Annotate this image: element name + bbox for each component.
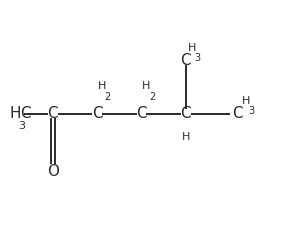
Text: C: C [181,106,191,121]
Text: C: C [232,106,243,121]
Text: H: H [142,81,151,91]
Text: 2: 2 [104,92,111,102]
Text: H: H [242,96,250,106]
Text: C: C [20,106,31,121]
Text: H: H [98,81,106,91]
Text: H: H [10,106,21,121]
Text: C: C [136,106,147,121]
Text: C: C [181,53,191,68]
Text: O: O [47,164,59,179]
Text: C: C [48,106,58,121]
Text: 3: 3 [194,53,201,63]
Text: H: H [188,43,196,53]
Text: 3: 3 [248,106,255,116]
Text: C: C [92,106,102,121]
Text: H: H [182,132,190,142]
Text: 3: 3 [18,121,25,131]
Text: 2: 2 [149,92,155,102]
